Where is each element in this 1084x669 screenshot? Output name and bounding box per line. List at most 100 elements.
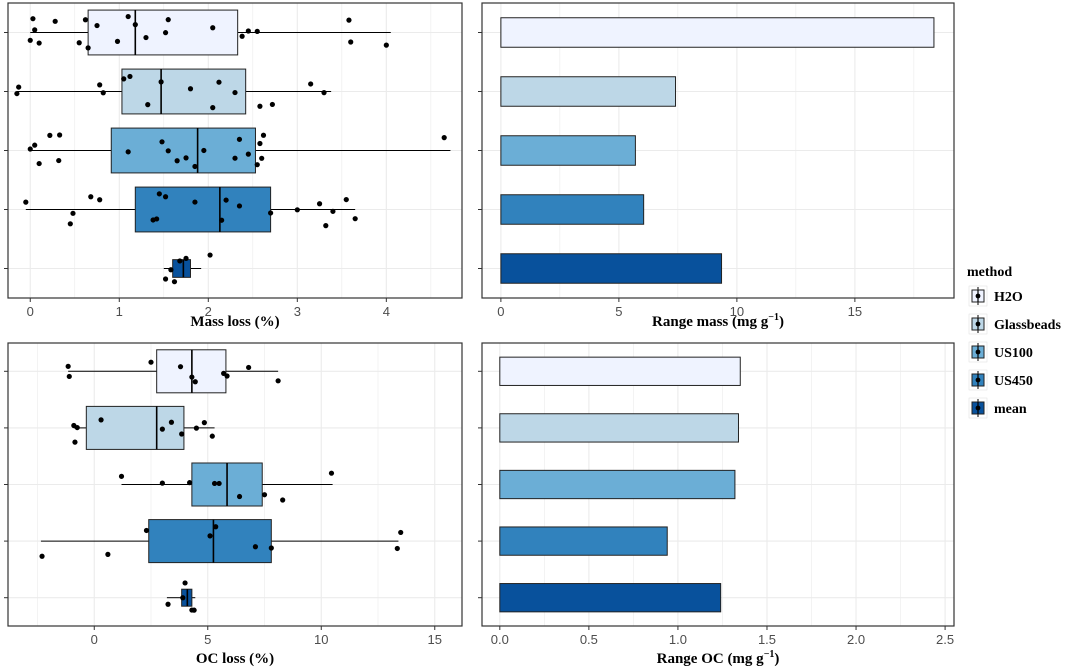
legend-label: US450 xyxy=(994,374,1033,389)
data-point xyxy=(257,103,263,109)
data-point xyxy=(145,102,151,108)
data-point xyxy=(394,545,400,552)
legend-label: mean xyxy=(994,402,1027,417)
box-iqr xyxy=(110,127,256,174)
data-point xyxy=(209,433,215,439)
data-point xyxy=(52,18,58,24)
data-point xyxy=(159,480,165,486)
data-point xyxy=(76,40,82,46)
data-point xyxy=(143,34,149,41)
data-point xyxy=(100,90,106,96)
legend-label: H2O xyxy=(994,290,1023,305)
x-tick-label: 4 xyxy=(383,304,390,319)
data-point xyxy=(383,42,389,48)
data-point xyxy=(239,33,245,39)
x-tick-label: 2.5 xyxy=(936,632,954,647)
data-point xyxy=(343,196,349,203)
box-Glassbeads xyxy=(14,68,332,115)
x-tick-label: 2.0 xyxy=(847,632,865,647)
data-point xyxy=(143,527,150,534)
bar-Glassbeads xyxy=(499,413,739,443)
bar-H2O xyxy=(500,17,935,48)
data-point xyxy=(187,86,194,92)
data-point xyxy=(127,73,133,80)
x-tick-label: 1.0 xyxy=(669,632,687,647)
legend-item-Glassbeads: Glassbeads xyxy=(968,313,1061,335)
x-tick-label: 0 xyxy=(27,304,34,319)
legend-key-point xyxy=(975,349,981,355)
bar-H2O xyxy=(499,356,741,386)
box-US450 xyxy=(39,519,404,564)
box-H2O xyxy=(65,349,281,394)
data-point xyxy=(162,276,169,282)
data-point xyxy=(72,439,78,445)
data-point xyxy=(47,132,53,138)
data-point xyxy=(162,30,169,36)
data-point xyxy=(85,45,91,51)
x-tick-label: 10 xyxy=(730,304,744,319)
x-tick-label: 0.0 xyxy=(491,632,509,647)
data-point xyxy=(158,79,164,85)
data-point xyxy=(246,364,252,371)
data-point xyxy=(39,553,45,559)
box-iqr xyxy=(121,68,247,115)
data-point xyxy=(294,207,300,213)
data-point xyxy=(114,38,121,44)
data-point xyxy=(216,79,222,85)
data-point xyxy=(260,132,267,138)
data-point xyxy=(321,90,327,96)
data-point xyxy=(121,76,127,82)
data-point xyxy=(180,595,186,601)
box-iqr xyxy=(87,9,239,56)
data-point xyxy=(192,163,198,170)
data-point xyxy=(330,208,336,214)
data-point xyxy=(254,28,260,34)
data-point xyxy=(132,22,138,28)
data-point xyxy=(179,431,185,437)
x-tick-label: 1 xyxy=(116,304,123,319)
data-point xyxy=(97,82,103,88)
data-point xyxy=(16,84,22,90)
data-point xyxy=(23,199,29,205)
panel-mass_loss: 0 1 2 3 4 Mass loss (%) xyxy=(4,2,463,330)
data-point xyxy=(159,426,165,432)
data-point xyxy=(210,25,216,31)
data-point xyxy=(94,22,100,29)
box-US100 xyxy=(118,462,335,507)
x-tick-label: 2 xyxy=(205,304,212,319)
data-point xyxy=(156,191,162,197)
data-point xyxy=(159,139,165,145)
legend-label: US100 xyxy=(994,346,1033,361)
data-point xyxy=(346,17,352,23)
data-point xyxy=(174,158,180,164)
bar-US450 xyxy=(499,526,668,556)
data-point xyxy=(280,497,286,503)
data-point xyxy=(224,373,230,379)
legend: method H2O Glassbeads US100 US450 mean xyxy=(967,265,1061,419)
legend-item-US100: US100 xyxy=(968,341,1033,363)
data-point xyxy=(252,544,259,550)
x-tick-label: 10 xyxy=(314,632,328,647)
x-tick-label: 15 xyxy=(428,632,442,647)
data-point xyxy=(30,16,36,22)
data-point xyxy=(268,545,274,551)
legend-item-H2O: H2O xyxy=(968,285,1023,307)
legend-key-point xyxy=(975,377,981,383)
data-point xyxy=(57,132,63,138)
x-tick-label: 5 xyxy=(615,304,622,319)
data-point xyxy=(168,419,175,425)
data-point xyxy=(236,136,243,142)
data-point xyxy=(27,37,33,43)
data-point xyxy=(201,147,207,154)
data-point xyxy=(191,607,197,613)
x-tick-label: 0.5 xyxy=(580,632,598,647)
data-point xyxy=(97,197,103,203)
box-US100 xyxy=(27,127,451,174)
data-point xyxy=(245,28,251,34)
data-point xyxy=(183,155,189,161)
data-point xyxy=(268,210,274,216)
x-tick-label: 3 xyxy=(294,304,301,319)
data-point xyxy=(187,480,193,486)
legend-key-point xyxy=(975,293,981,299)
